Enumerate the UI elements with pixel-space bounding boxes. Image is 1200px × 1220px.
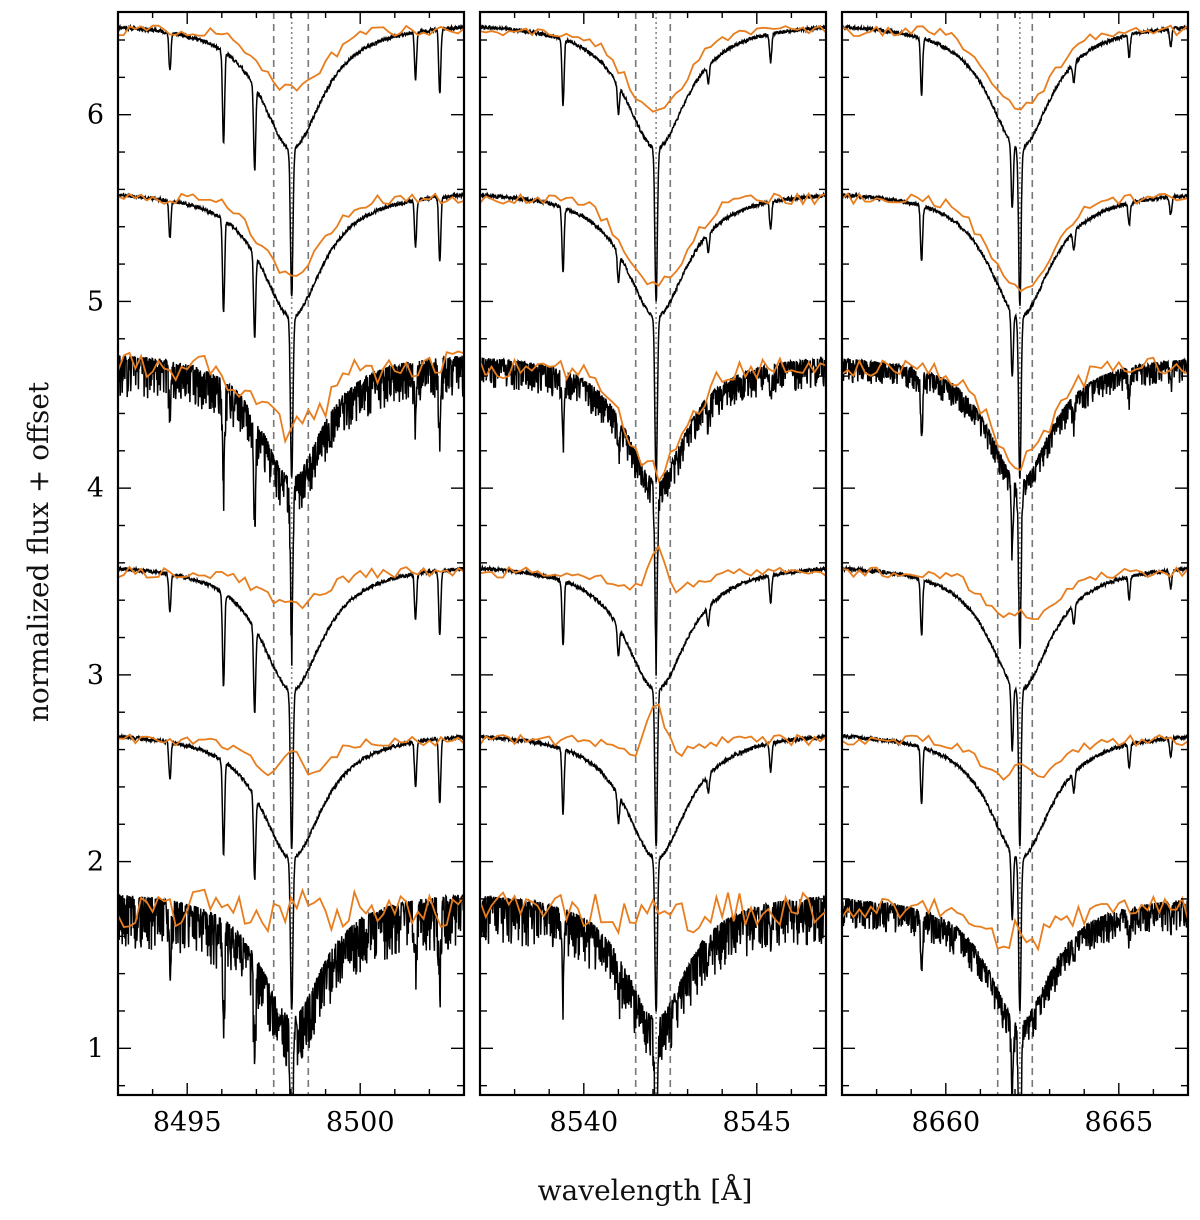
observed-spectrum-3 bbox=[480, 356, 826, 484]
model-spectrum-5 bbox=[842, 732, 1188, 1012]
y-ticks bbox=[842, 39, 1188, 1087]
model-spectrum-4 bbox=[842, 564, 1188, 847]
observed-spectrum-3 bbox=[118, 350, 464, 445]
model-spectrum-4 bbox=[480, 563, 826, 847]
model-spectrum-6 bbox=[842, 898, 1188, 1095]
x-tick-label: 8500 bbox=[326, 1107, 395, 1138]
x-tick-label: 8495 bbox=[153, 1107, 222, 1138]
model-spectrum-2 bbox=[480, 191, 826, 483]
observed-spectrum-5 bbox=[480, 703, 826, 758]
spectra-group bbox=[842, 23, 1188, 1095]
panel-2: 8540 8545 bbox=[478, 10, 828, 1138]
observed-spectrum-1 bbox=[480, 25, 826, 113]
model-spectrum-2 bbox=[842, 191, 1188, 479]
x-tick-label: 8660 bbox=[911, 1107, 980, 1138]
observed-spectrum-5 bbox=[842, 734, 1188, 781]
model-spectrum-1 bbox=[842, 23, 1188, 306]
observed-spectrum-2 bbox=[842, 192, 1188, 293]
observed-spectrum-3 bbox=[842, 356, 1188, 472]
spectra-group bbox=[480, 23, 826, 1095]
x-axis-title: wavelength [Å] bbox=[538, 1174, 753, 1207]
x-ticks bbox=[479, 12, 827, 1095]
spectra-group bbox=[118, 23, 464, 1095]
model-spectrum-1 bbox=[118, 23, 464, 297]
y-tick-label: 2 bbox=[87, 847, 104, 878]
model-spectrum-3 bbox=[480, 355, 826, 676]
observed-spectrum-5 bbox=[118, 733, 464, 777]
model-spectrum-1 bbox=[480, 23, 826, 302]
x-tick-label: 8545 bbox=[722, 1107, 791, 1138]
model-spectrum-4 bbox=[118, 565, 464, 850]
y-ticks bbox=[480, 39, 826, 1087]
x-ticks bbox=[117, 12, 465, 1095]
y-axis-title: normalized flux + offset bbox=[22, 381, 55, 722]
x-ticks bbox=[841, 12, 1189, 1095]
model-spectrum-3 bbox=[118, 355, 464, 666]
y-tick-label: 5 bbox=[87, 286, 104, 317]
model-spectrum-3 bbox=[842, 357, 1188, 649]
x-tick-label: 8665 bbox=[1084, 1107, 1153, 1138]
observed-spectrum-1 bbox=[118, 24, 464, 92]
observed-spectrum-2 bbox=[480, 191, 826, 287]
y-tick-label: 4 bbox=[87, 473, 104, 504]
observed-spectrum-4 bbox=[480, 545, 826, 594]
model-spectrum-6 bbox=[480, 895, 826, 1095]
observed-spectrum-1 bbox=[842, 24, 1188, 111]
observed-spectrum-4 bbox=[118, 565, 464, 610]
observed-spectrum-2 bbox=[118, 192, 464, 277]
y-tick-label: 1 bbox=[87, 1033, 104, 1064]
observed-spectrum-6 bbox=[842, 894, 1188, 952]
panel-3: 8660 8665 bbox=[840, 10, 1190, 1138]
model-spectrum-5 bbox=[480, 732, 826, 1012]
observed-spectrum-6 bbox=[480, 891, 826, 936]
panel-frame bbox=[840, 10, 1190, 1097]
panel-1: 8495 8500 bbox=[116, 10, 466, 1138]
y-ticks bbox=[118, 39, 464, 1087]
y-tick-label: 3 bbox=[87, 660, 104, 691]
y-tick-label: 6 bbox=[87, 100, 104, 131]
x-tick-label: 8540 bbox=[549, 1107, 618, 1138]
observed-spectrum-4 bbox=[842, 566, 1188, 621]
observed-spectrum-6 bbox=[118, 887, 464, 934]
